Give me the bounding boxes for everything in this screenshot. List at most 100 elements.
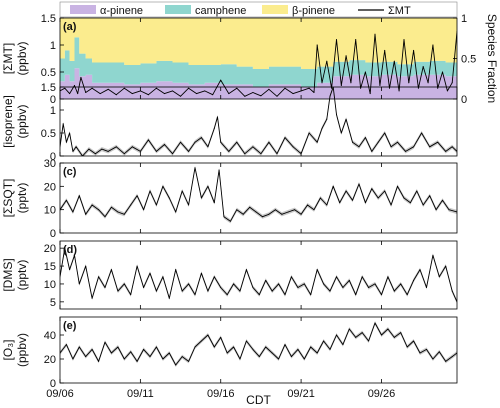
data-point: [400, 332, 402, 334]
data-point: [406, 294, 408, 296]
data-point: [323, 283, 325, 285]
panel-id: (d): [63, 244, 77, 256]
y-tick-label: 1: [50, 105, 56, 117]
data-point: [432, 44, 434, 46]
data-point: [115, 94, 117, 96]
data-point: [297, 348, 299, 350]
axes-frame: [59, 86, 458, 157]
data-point: [368, 287, 370, 288]
data-point: [403, 197, 405, 199]
data-point: [355, 294, 357, 296]
data-point: [172, 153, 173, 155]
data-point: [364, 202, 366, 204]
data-point: [91, 204, 93, 206]
data-point: [284, 87, 286, 89]
data-point: [437, 87, 439, 89]
data-point: [147, 139, 149, 141]
data-point: [451, 356, 453, 358]
data-point: [188, 150, 190, 152]
data-point: [104, 341, 106, 343]
y-axis-label: [isoprene]: [1, 95, 15, 148]
data-point: [172, 90, 173, 92]
data-point: [64, 87, 66, 89]
data-point: [245, 340, 247, 342]
data-point: [345, 118, 347, 120]
data-point: [168, 197, 170, 199]
data-point: [175, 211, 177, 213]
fraction-area-2: [60, 37, 457, 87]
legend-label: camphene: [195, 5, 246, 17]
y-axis-label: [ΣMT]: [1, 43, 15, 74]
data-point: [426, 348, 427, 350]
data-point: [340, 132, 342, 134]
data-point: [123, 87, 125, 89]
y-tick-label: 20: [44, 181, 56, 193]
uncertainty-band: [60, 165, 457, 224]
data-point: [265, 346, 267, 348]
data-point: [384, 49, 386, 51]
data-point: [78, 195, 80, 197]
data-point: [168, 297, 170, 299]
y-tick-label: 15: [44, 261, 56, 273]
data-point: [408, 82, 410, 84]
data-point: [69, 269, 71, 271]
data-point: [435, 209, 437, 211]
data-point: [274, 209, 276, 211]
data-point: [162, 276, 164, 278]
data-point: [262, 216, 263, 218]
data-point: [207, 334, 209, 336]
data-point: [233, 346, 235, 348]
data-point: [194, 167, 196, 169]
data-point: [239, 358, 241, 360]
data-point: [389, 87, 390, 89]
x-tick-label: 09/11: [127, 388, 154, 400]
data-point: [236, 209, 238, 211]
data-point: [413, 340, 415, 342]
data-point: [72, 358, 74, 360]
data-point: [361, 276, 363, 278]
data-point: [110, 206, 112, 208]
data-point: [292, 93, 294, 95]
data-point: [213, 202, 215, 204]
data-point: [409, 202, 411, 204]
legend-entry: ΣMT: [358, 5, 411, 17]
data-point: [268, 141, 270, 143]
data-point: [352, 199, 353, 201]
data-point: [438, 276, 440, 278]
data-point: [175, 364, 177, 366]
data-point: [78, 283, 80, 285]
data-point: [387, 276, 389, 278]
axes-frame: [59, 162, 458, 234]
data-point: [104, 287, 106, 288]
y-axis-label: (ppbv): [15, 333, 29, 367]
data-point: [384, 132, 386, 134]
data-point: [220, 336, 222, 338]
data-point: [358, 146, 360, 148]
data-point: [217, 116, 218, 118]
data-point: [249, 206, 251, 208]
data-point: [194, 141, 196, 143]
data-point: [313, 92, 315, 93]
data-point: [228, 150, 230, 152]
data-point: [377, 141, 379, 143]
y-tick-label: 1: [50, 40, 56, 52]
data-point: [442, 71, 443, 73]
data-point: [143, 209, 145, 211]
data-point: [64, 247, 66, 249]
data-point: [345, 190, 347, 192]
data-point: [117, 211, 119, 213]
data-point: [136, 265, 138, 267]
y-axis-label: (pptv): [15, 260, 29, 291]
plot-area: [60, 246, 457, 304]
data-point: [336, 276, 337, 278]
data-point: [242, 213, 244, 215]
data-point: [107, 88, 109, 90]
data-point: [321, 82, 323, 84]
data-point: [131, 93, 133, 95]
data-point: [200, 272, 202, 274]
data-point: [421, 132, 423, 134]
legend-label: ΣMT: [388, 5, 411, 17]
data-point: [85, 356, 87, 358]
data-point: [331, 87, 333, 89]
data-point: [426, 287, 427, 288]
